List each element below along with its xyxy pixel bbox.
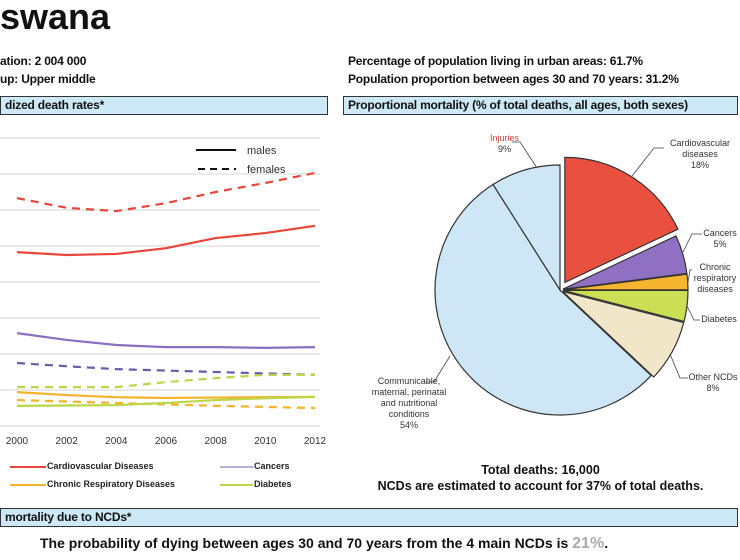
legend-swatch-cvd <box>10 466 46 468</box>
pie-leader-line <box>682 233 702 253</box>
legend-swatch-diabetes <box>220 484 253 486</box>
proportional-mortality-pie-chart <box>426 141 702 416</box>
legend-swatch-crd <box>10 484 46 486</box>
legend-label-crd: Chronic Respiratory Diseases <box>47 479 176 489</box>
pie-leader-line <box>512 141 538 169</box>
pie-leader-line <box>687 269 692 283</box>
series-line-diabetes-males <box>16 395 316 407</box>
age-proportion-text: Population proportion between ages 30 an… <box>348 72 679 86</box>
total-deaths-text: Total deaths: 16,000 <box>481 463 600 477</box>
legend-label-cvd: Cardiovascular Diseases <box>47 461 154 471</box>
pie-label-communicable-value: 54% <box>399 420 418 430</box>
legend-males-label: males <box>247 145 277 157</box>
pie-label-cvd: Cardiovascular diseases 18% <box>664 138 736 171</box>
pie-label-cvd-name: Cardiovascular diseases <box>669 138 731 159</box>
x-tick-label: 2002 <box>56 436 79 447</box>
series-line-diabetes-females <box>17 373 315 389</box>
probability-value: 21% <box>572 535 605 552</box>
pie-label-communicable-name: Communicable, maternal, perinatal and nu… <box>371 376 447 419</box>
x-tick-label: 2012 <box>304 436 327 447</box>
pie-label-cancers-name: Cancers <box>703 228 737 238</box>
section-header-proportional-mortality: Proportional mortality (% of total death… <box>343 96 738 115</box>
series-line-cardiovascular-diseases-males <box>16 224 316 257</box>
country-title: swana <box>0 0 111 37</box>
pie-label-injuries-name: Injuries <box>490 133 520 143</box>
pie-label-other-ncds: Other NCDs 8% <box>688 372 738 394</box>
legend-label-cancers: Cancers <box>254 461 290 471</box>
section-header-premature-mortality: mortality due to NCDs* <box>0 508 738 527</box>
legend-females-label: females <box>247 164 286 176</box>
pie-label-other-value: 8% <box>706 383 720 393</box>
pie-label-cancers-value: 5% <box>713 239 727 249</box>
pie-slice-other <box>562 290 685 378</box>
legend-label-diabetes: Diabetes <box>254 479 292 489</box>
pie-label-diabetes: Diabetes <box>700 314 738 325</box>
pie-label-crd: Chronic respiratory diseases <box>692 262 738 295</box>
urban-population-text: Percentage of population living in urban… <box>348 54 643 68</box>
population-text: ation: 2 004 000 <box>0 54 87 68</box>
legend-swatch-cancers <box>220 466 253 468</box>
pie-slice-injuries <box>492 164 561 293</box>
income-group-text: up: Upper middle <box>0 72 96 86</box>
pie-label-cancers: Cancers 5% <box>702 228 738 250</box>
pie-leader-line <box>426 355 451 383</box>
death-rates-line-chart: 2000 2002 2004 2006 2008 2010 2012 males females <box>0 137 327 447</box>
x-tick-label: 2008 <box>205 436 228 447</box>
pie-label-other-name: Other NCDs <box>688 372 738 382</box>
x-tick-label: 2004 <box>105 436 128 447</box>
pie-label-injuries-value: 9% <box>498 144 512 154</box>
probability-text: The probability of dying between ages 30… <box>40 535 569 551</box>
series-line-cardiovascular-diseases-females <box>16 171 316 213</box>
series-line-cancers-males <box>16 332 316 349</box>
x-tick-label: 2000 <box>6 436 29 447</box>
x-tick-label: 2006 <box>155 436 178 447</box>
probability-sentence: The probability of dying between ages 30… <box>40 535 736 553</box>
probability-end: . <box>604 535 609 551</box>
ncd-share-text: NCDs are estimated to account for 37% of… <box>377 479 704 493</box>
pie-label-communicable: Communicable, maternal, perinatal and nu… <box>368 376 450 431</box>
pie-slice-communicable <box>434 183 652 416</box>
x-tick-label: 2010 <box>254 436 277 447</box>
pie-leader-line <box>631 147 664 177</box>
pie-leader-line <box>686 305 700 321</box>
pie-label-injuries: Injuries 9% <box>490 133 519 155</box>
series-line-chronic-respiratory-diseases-females <box>16 398 316 410</box>
pie-label-crd-name: Chronic respiratory diseases <box>693 262 737 294</box>
pie-label-cvd-value: 18% <box>690 160 709 170</box>
pie-slice-cancers <box>562 235 688 290</box>
section-header-death-rates: dized death rates* <box>0 96 328 115</box>
pie-slice-cardiovascular <box>564 156 679 284</box>
pie-leader-line <box>669 353 688 379</box>
pie-label-diabetes-name: Diabetes <box>701 314 737 324</box>
series-line-cancers-females <box>16 361 316 376</box>
